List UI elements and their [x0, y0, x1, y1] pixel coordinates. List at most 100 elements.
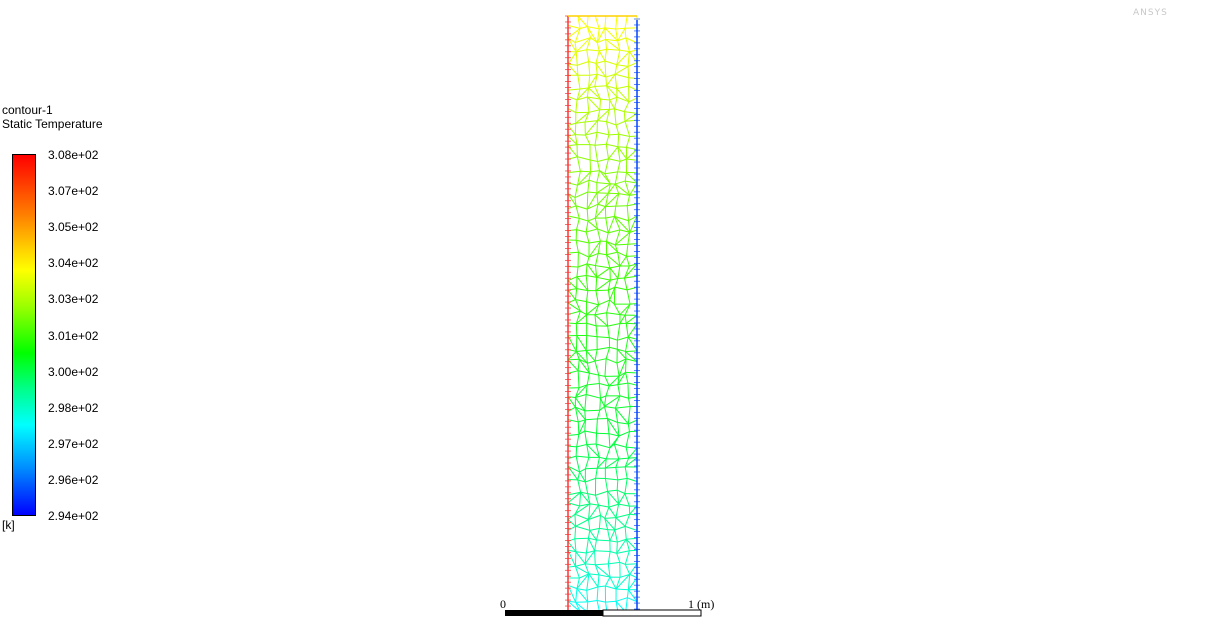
mesh-edge	[586, 209, 589, 222]
mesh-edge	[567, 289, 576, 300]
mesh-edge	[586, 263, 598, 278]
mesh-edge	[587, 217, 596, 222]
mesh-edge	[606, 85, 618, 98]
mesh-edge	[574, 185, 579, 198]
mesh-edge	[630, 303, 638, 305]
mesh-edge	[586, 590, 589, 602]
mesh-edge	[626, 172, 638, 184]
mesh-edge	[605, 254, 611, 268]
mesh-edge	[589, 503, 599, 506]
mesh-edge	[607, 183, 616, 194]
mesh-edge	[623, 101, 630, 112]
mesh-edge	[587, 599, 598, 603]
mesh-edge	[585, 220, 589, 233]
mesh-edge	[597, 120, 607, 123]
ansys-logo: ANSYS	[1133, 8, 1168, 18]
mesh-edge	[599, 397, 605, 407]
mesh-edge	[618, 358, 627, 377]
mesh-edge	[575, 551, 586, 565]
mesh-edge	[616, 51, 630, 66]
mesh-edge	[605, 134, 610, 145]
mesh-edge	[574, 537, 589, 540]
mesh-edge	[588, 61, 597, 64]
mesh-edge	[614, 65, 629, 75]
mesh-edge	[586, 322, 597, 327]
mesh-edge	[596, 183, 611, 194]
mesh-edge	[615, 513, 630, 519]
mesh-edge	[626, 537, 638, 540]
mesh-edge	[586, 301, 599, 306]
mesh-edge	[605, 38, 618, 42]
mesh-edge	[618, 493, 626, 505]
mesh-edge	[589, 144, 596, 146]
mesh-edge	[575, 551, 587, 554]
mesh-edge	[567, 396, 576, 399]
mesh-edge	[577, 171, 592, 186]
mesh-edge	[585, 275, 589, 291]
mesh-edge	[578, 419, 586, 435]
mesh-edge	[624, 564, 631, 575]
mesh-edge	[617, 146, 627, 148]
mesh-edge	[607, 183, 611, 194]
mesh-edge	[599, 170, 611, 185]
mesh-edge	[606, 240, 616, 246]
mesh-edge	[575, 351, 580, 360]
mesh-edge	[576, 588, 589, 603]
mesh-edge	[614, 229, 621, 246]
mesh-edge	[596, 182, 611, 185]
mesh-edge	[567, 455, 577, 460]
mesh-edge	[595, 528, 600, 541]
mesh-edge	[577, 15, 588, 27]
mesh-edge	[567, 125, 576, 135]
mesh-edge	[576, 275, 587, 278]
mesh-edge	[567, 193, 576, 198]
colorbar-tick-label: 3.03e+02	[48, 292, 99, 307]
mesh-edge	[586, 373, 590, 385]
mesh-edge	[615, 597, 628, 602]
mesh-edge	[605, 385, 610, 397]
mesh-edge	[598, 515, 601, 529]
mesh-edge	[586, 334, 598, 338]
mesh-edge	[567, 108, 577, 114]
mesh-edge	[628, 457, 638, 459]
mesh-edge	[574, 514, 577, 527]
mesh-edge	[576, 588, 587, 591]
mesh-edge	[586, 26, 598, 43]
mesh-edge	[596, 410, 601, 419]
colorbar-tick-label: 2.94e+02	[48, 509, 99, 523]
mesh-edge	[617, 372, 626, 385]
mesh-edge	[605, 39, 608, 50]
mesh-edge	[628, 85, 638, 91]
mesh-edge	[576, 434, 580, 447]
mesh-edge	[628, 220, 631, 233]
mesh-edge	[595, 468, 598, 479]
mesh-edge	[577, 75, 581, 90]
mesh-edge	[629, 263, 638, 267]
mesh-edge	[577, 263, 588, 268]
mesh-edge	[584, 409, 600, 412]
mesh-edge	[588, 179, 597, 184]
mesh-edge	[567, 28, 581, 39]
mesh-edge	[610, 277, 619, 281]
mesh-edge	[567, 445, 577, 448]
mesh-edge	[594, 206, 606, 219]
mesh-edge	[598, 574, 611, 578]
mesh-edge	[605, 585, 617, 590]
mesh-edge	[607, 326, 610, 338]
mesh-edge	[600, 98, 610, 101]
mesh-edge	[606, 121, 610, 135]
mesh-edge	[629, 563, 638, 575]
mesh-edge	[567, 406, 576, 412]
mesh-edge	[613, 435, 620, 445]
mesh-edge	[594, 204, 599, 219]
mesh-edge	[625, 539, 630, 551]
mesh-edge	[604, 395, 621, 407]
mesh-edge	[606, 254, 621, 267]
mesh-edge	[599, 398, 601, 411]
mesh-edge	[604, 405, 616, 409]
mesh-edge	[615, 28, 619, 41]
mesh-edge	[629, 193, 638, 196]
mesh-edge	[606, 73, 616, 87]
mesh-edge	[609, 96, 618, 101]
mesh-edge	[625, 358, 627, 373]
